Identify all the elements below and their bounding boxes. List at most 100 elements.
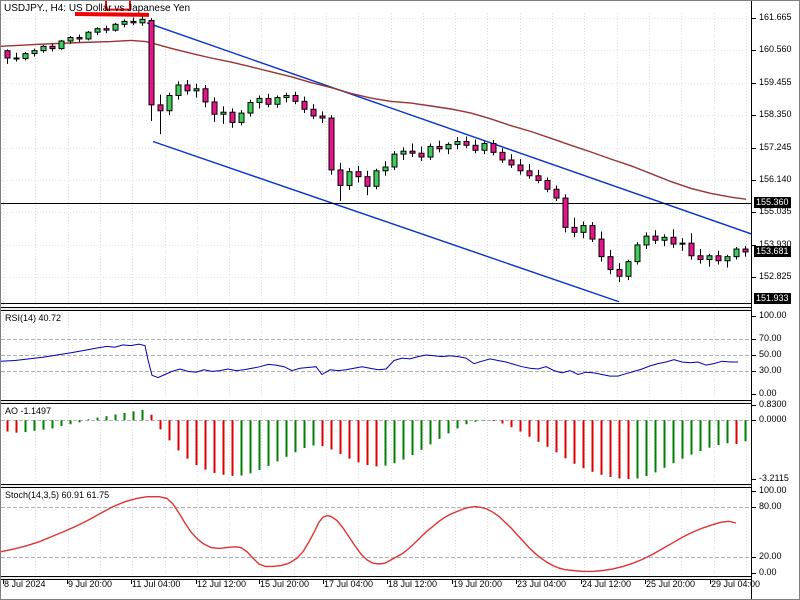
price-axis[interactable]: 161.665 160.560 159.455 158.350 157.245 156.1… <box>751 1 799 599</box>
candle-body <box>427 145 434 158</box>
stoch-panel[interactable] <box>1 488 751 576</box>
candle-body <box>418 152 425 158</box>
time-label: 25 Jul 20:00 <box>646 579 696 589</box>
rsi-indicator-label: RSI(14) 40.72 <box>5 313 62 323</box>
stoch-axis-label: 80.00 <box>759 501 782 511</box>
candle-body <box>643 235 650 246</box>
ao-axis-label: 0.0000 <box>759 414 787 424</box>
candle-body <box>481 143 488 151</box>
time-label: 24 Jul 12:00 <box>582 579 632 589</box>
candle-body <box>652 235 659 241</box>
time-label: 23 Jul 04:00 <box>517 579 567 589</box>
candle-body <box>103 28 110 31</box>
candle-body <box>670 236 677 245</box>
rsi-line <box>1 343 738 379</box>
candle-body <box>40 45 47 52</box>
candle-body <box>553 188 560 199</box>
candle-body <box>589 225 596 240</box>
price-tick-label: 157.245 <box>759 142 792 152</box>
candle-body <box>517 164 524 172</box>
candle-body <box>400 150 407 155</box>
candle-body <box>679 242 686 245</box>
time-label: 29 Jul 04:00 <box>711 579 761 589</box>
candle-body <box>85 31 92 40</box>
candle-body <box>715 255 722 262</box>
stoch-axis-label: 100.00 <box>759 485 787 495</box>
candle-body <box>265 97 272 105</box>
time-label: 19 Jul 20:00 <box>453 579 503 589</box>
candle-body <box>328 117 335 171</box>
candle-body <box>202 88 209 103</box>
candle-body <box>31 50 38 55</box>
candle-body <box>319 115 326 119</box>
time-label: 8 Jul 2024 <box>4 579 46 589</box>
stoch-axis-label: 0.00 <box>759 567 777 577</box>
moving-average-line <box>1 39 747 200</box>
candle-body <box>625 261 632 277</box>
main-chart-panel[interactable] <box>1 1 751 307</box>
panel-separator-stoch-time[interactable] <box>1 576 751 580</box>
candle-body <box>346 171 353 186</box>
candle-body <box>229 111 236 123</box>
candle-body <box>490 143 497 153</box>
candle-body <box>247 102 254 114</box>
candle-body <box>535 175 542 181</box>
candle-body <box>193 88 200 92</box>
candle-body <box>301 100 308 110</box>
panel-separator-ao-stoch[interactable] <box>1 484 751 488</box>
rsi-axis-label: 30.00 <box>759 365 782 375</box>
candle-body <box>571 226 578 233</box>
candle-body <box>256 97 263 104</box>
candle-body <box>337 169 344 186</box>
time-label: 15 Jul 20:00 <box>260 579 310 589</box>
channel-lower-trendline <box>152 140 620 303</box>
candle-body <box>616 269 623 277</box>
panel-separator-rsi-ao[interactable] <box>1 400 751 404</box>
channel-upper-trendline <box>146 22 752 235</box>
rsi-axis-label: 50.00 <box>759 349 782 359</box>
candle-body <box>454 140 461 145</box>
candle-body <box>67 36 74 42</box>
candle-body <box>661 236 668 241</box>
candle-body <box>463 140 470 146</box>
candle-body <box>76 36 83 40</box>
panel-separator-main-rsi[interactable] <box>1 307 751 311</box>
candle-body <box>472 144 479 151</box>
candle-body <box>607 256 614 271</box>
candle-body <box>445 143 452 150</box>
candle-body <box>211 101 218 115</box>
candle-body <box>94 28 101 33</box>
time-label: 11 Jul 04:00 <box>132 579 181 589</box>
chart-title: USDJPY., H4: US Dollar vs Japanese Yen <box>4 3 191 14</box>
rsi-panel[interactable] <box>1 311 751 400</box>
candle-body <box>382 166 389 172</box>
candle-body <box>58 40 65 50</box>
candle-body <box>688 242 695 257</box>
time-label: 9 Jul 20:00 <box>68 579 113 589</box>
price-level-label: 153.681 <box>754 246 791 257</box>
candle-body <box>292 94 299 102</box>
candle-body <box>130 20 137 24</box>
candle-body <box>373 170 380 187</box>
candle-body <box>274 97 281 105</box>
candle-body <box>238 112 245 123</box>
ao-panel[interactable] <box>1 404 751 484</box>
candle-body <box>526 170 533 177</box>
candle-body <box>112 23 119 31</box>
candle-body <box>364 176 371 187</box>
time-axis[interactable]: 8 Jul 2024 9 Jul 20:00 11 Jul 04:00 12 Jul … <box>1 579 760 599</box>
red-trendline-drawing <box>74 12 150 17</box>
price-tick-label: 152.825 <box>759 271 792 281</box>
candle-body <box>544 179 551 190</box>
candle-body <box>166 94 173 112</box>
candle-body <box>310 108 317 117</box>
price-tick-label: 159.455 <box>759 77 792 87</box>
candle-body <box>742 248 749 253</box>
candle-body <box>391 153 398 168</box>
candle-body <box>409 150 416 154</box>
candle-body <box>220 111 227 115</box>
candle-body <box>580 225 587 233</box>
candle-body <box>148 19 155 106</box>
candle-body <box>598 238 605 258</box>
